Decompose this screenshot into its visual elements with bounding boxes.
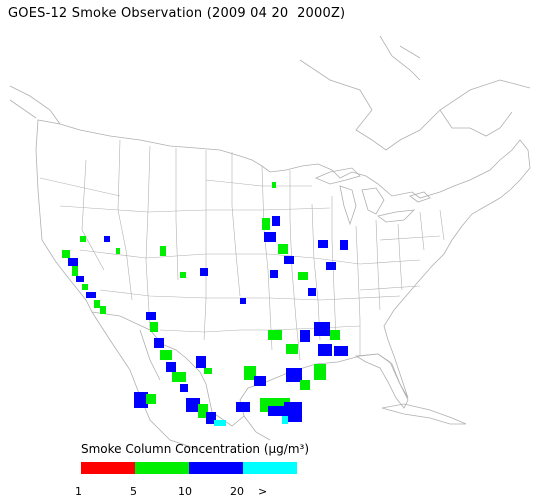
smoke-pixel xyxy=(86,292,96,298)
scale-segment-20-plus xyxy=(243,462,297,474)
florida xyxy=(354,353,409,409)
smoke-pixel xyxy=(268,406,288,416)
smoke-pixel xyxy=(186,398,200,412)
tick-label-5: 5 xyxy=(130,485,137,498)
smoke-observations xyxy=(62,182,348,426)
smoke-pixel xyxy=(62,250,70,258)
smoke-pixel xyxy=(262,218,270,230)
smoke-pixel xyxy=(146,312,156,320)
smoke-pixel xyxy=(160,246,166,256)
smoke-pixel xyxy=(160,350,172,360)
smoke-pixel xyxy=(204,368,212,374)
smoke-pixel xyxy=(282,416,288,424)
smoke-pixel xyxy=(340,240,348,250)
smoke-pixel xyxy=(308,288,316,296)
smoke-pixel xyxy=(284,402,302,422)
smoke-pixel xyxy=(330,330,340,340)
smoke-pixel xyxy=(254,376,266,386)
smoke-pixel xyxy=(286,368,302,382)
smoke-pixel xyxy=(200,268,208,276)
smoke-pixel xyxy=(286,344,298,354)
smoke-pixel xyxy=(68,258,78,266)
state-lines xyxy=(39,139,445,361)
color-scale-bar xyxy=(81,462,297,474)
cuba xyxy=(381,403,467,425)
smoke-pixel xyxy=(318,344,332,356)
smoke-pixel xyxy=(278,244,288,254)
smoke-pixel xyxy=(300,380,310,390)
smoke-pixel xyxy=(80,236,86,242)
tick-label-over: > xyxy=(258,485,268,498)
canada-lines xyxy=(9,35,531,151)
smoke-pixel xyxy=(72,266,78,276)
smoke-pixel xyxy=(76,276,84,282)
smoke-pixel xyxy=(154,338,164,348)
us-boundary xyxy=(35,119,531,427)
smoke-pixel xyxy=(116,248,120,254)
smoke-pixel xyxy=(284,256,294,264)
smoke-pixel xyxy=(214,420,226,426)
smoke-pixel xyxy=(326,262,336,270)
smoke-pixel xyxy=(272,216,280,226)
smoke-pixel xyxy=(94,300,100,308)
great-lakes xyxy=(314,167,431,226)
map-title: GOES-12 Smoke Observation (2009 04 20 20… xyxy=(8,6,346,21)
smoke-pixel xyxy=(244,366,256,380)
smoke-pixel xyxy=(180,272,186,278)
smoke-pixel xyxy=(270,270,278,278)
smoke-pixel xyxy=(236,402,250,412)
smoke-pixel xyxy=(146,394,156,404)
tick-label-10: 10 xyxy=(178,485,192,498)
us-outline xyxy=(9,35,531,451)
smoke-pixel xyxy=(172,372,186,382)
scale-segment-1-5 xyxy=(81,462,135,474)
smoke-pixel xyxy=(298,272,308,280)
smoke-pixel xyxy=(314,322,330,336)
smoke-pixel xyxy=(166,362,176,372)
smoke-pixel xyxy=(268,330,282,340)
smoke-pixel xyxy=(150,322,158,332)
scale-segment-10-20 xyxy=(189,462,243,474)
smoke-pixel xyxy=(240,298,246,304)
smoke-pixel xyxy=(300,330,310,342)
smoke-pixel xyxy=(272,182,276,188)
smoke-pixel xyxy=(180,384,188,392)
smoke-pixel xyxy=(196,356,206,368)
tick-label-1: 1 xyxy=(75,485,82,498)
scale-segment-5-10 xyxy=(135,462,189,474)
smoke-pixel xyxy=(100,306,106,314)
smoke-pixel xyxy=(104,236,110,242)
smoke-pixel xyxy=(318,240,328,248)
smoke-pixel xyxy=(334,346,348,356)
smoke-pixel xyxy=(198,404,208,418)
smoke-pixel xyxy=(206,412,216,424)
smoke-pixel xyxy=(264,232,276,242)
smoke-pixel xyxy=(82,284,88,290)
legend-title: Smoke Column Concentration (µg/m³) xyxy=(81,442,309,456)
smoke-pixel xyxy=(314,364,326,380)
tick-label-20: 20 xyxy=(230,485,244,498)
smoke-pixel xyxy=(134,392,148,408)
